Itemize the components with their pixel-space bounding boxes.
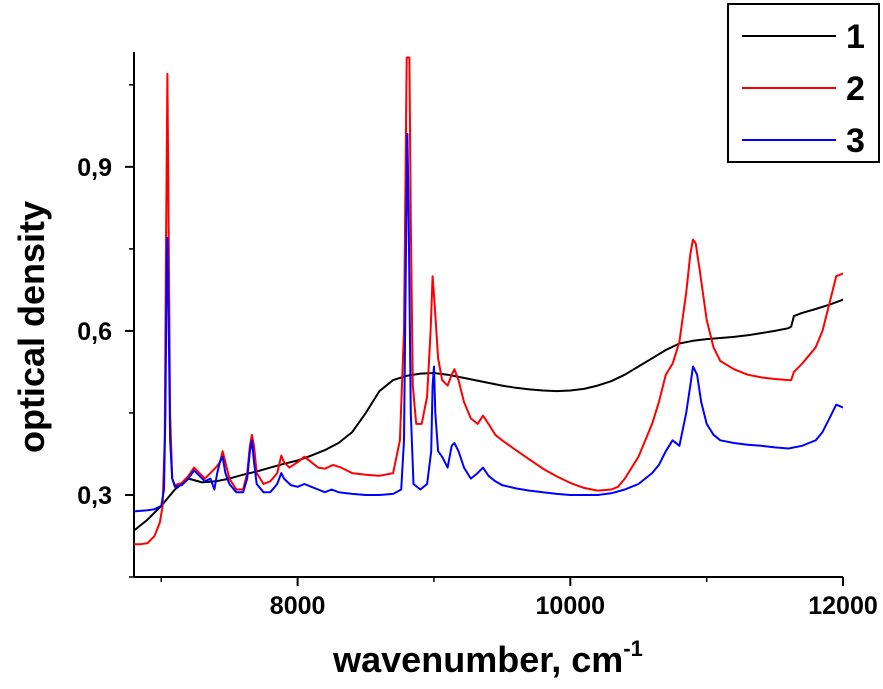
- series-1-line: [134, 298, 843, 532]
- y-tick-label: 0,9: [77, 154, 112, 182]
- x-axis-title-text: wavenumber, cm: [332, 639, 623, 680]
- x-tick-label: 8000: [270, 592, 326, 620]
- y-tick-label: 0,3: [77, 482, 112, 510]
- tick-layer: 8000 10000 12000 0,3 0,6 0,9: [77, 84, 878, 620]
- legend-label-3: 3: [846, 122, 865, 160]
- legend-label-2: 2: [846, 70, 865, 108]
- legend: 1 2 3: [727, 3, 880, 163]
- legend-box: [727, 3, 880, 163]
- series-layer: [134, 56, 843, 546]
- x-tick-label: 12000: [808, 592, 878, 620]
- x-axis-title-superscript: -1: [623, 636, 643, 661]
- x-axis-title: wavenumber, cm-1: [332, 636, 643, 680]
- x-tick-label: 10000: [536, 592, 606, 620]
- y-tick-label: 0,6: [77, 318, 112, 346]
- legend-label-1: 1: [846, 18, 865, 56]
- axes: [133, 52, 843, 578]
- series-3-line: [134, 133, 843, 513]
- legend-items: 1 2 3: [742, 18, 865, 160]
- series-2-line: [134, 56, 843, 546]
- y-axis-title: optical density: [11, 201, 52, 453]
